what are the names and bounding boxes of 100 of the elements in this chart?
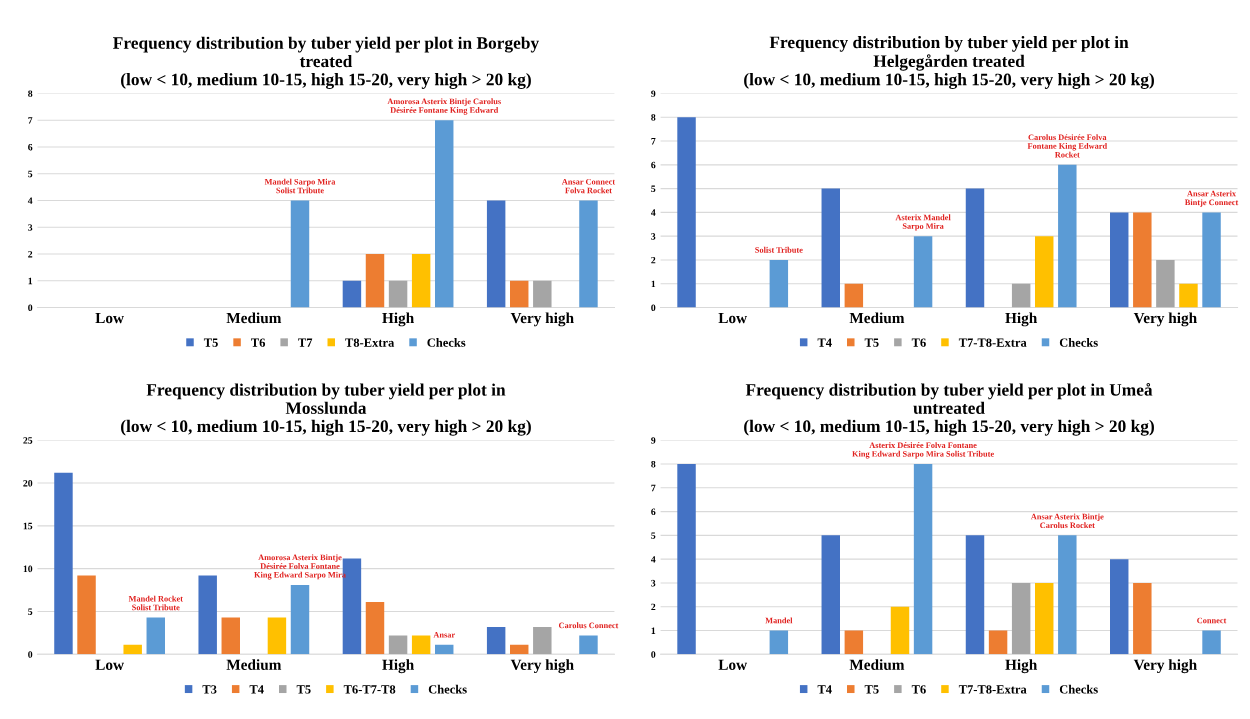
legend-label: T5 bbox=[203, 338, 218, 347]
bar bbox=[435, 644, 454, 655]
bar bbox=[1156, 259, 1175, 308]
x-tick-label: High bbox=[382, 659, 414, 674]
bar bbox=[890, 606, 910, 655]
annotation: Ansar Asterix Bintje Carolus Rocket bbox=[1030, 513, 1104, 529]
bar bbox=[821, 535, 840, 655]
bar bbox=[1011, 582, 1031, 655]
bar bbox=[769, 630, 789, 655]
chart-title: Frequency distribution by tuber yield per plot in Borgeby treated (low < 10, medium 10-15, high 15-20, very high > 20 kg) bbox=[113, 36, 539, 89]
y-tick-label: 7 bbox=[651, 138, 656, 145]
bar bbox=[486, 626, 506, 655]
bar bbox=[533, 626, 552, 655]
annotation: Ansar Connect Folva Rocket bbox=[561, 178, 616, 194]
y-tick-label: 6 bbox=[28, 143, 33, 151]
y-tick-label: 5 bbox=[28, 608, 33, 615]
x-tick-label: Very high bbox=[1133, 312, 1197, 327]
chart-title: Frequency distribution by tuber yield per plot in Mosslunda (low < 10, medium 10-15, high 15-20, very high > 20 kg) bbox=[121, 383, 531, 436]
legend-label: T7 bbox=[298, 338, 313, 347]
legend-label: Checks bbox=[427, 338, 466, 347]
x-tick-label: Very high bbox=[510, 659, 574, 674]
bar bbox=[1110, 212, 1129, 308]
y-tick-label: 5 bbox=[28, 170, 33, 178]
y-tick-label: 3 bbox=[651, 233, 656, 240]
legend-label: T6 bbox=[911, 685, 926, 694]
x-tick-label: High bbox=[1005, 312, 1038, 327]
bar bbox=[1202, 630, 1221, 655]
bar bbox=[435, 120, 454, 308]
bar bbox=[54, 472, 73, 655]
bar bbox=[1035, 236, 1054, 308]
annotation: Mandel Rocket Solist Tribute bbox=[128, 595, 183, 611]
y-tick-label: 2 bbox=[651, 256, 656, 264]
y-tick-label: 0 bbox=[28, 304, 33, 311]
x-tick-label: Very high bbox=[1133, 659, 1197, 674]
legend-label: T4 bbox=[249, 685, 264, 694]
annotation: Asterix Mandel Sarpo Mira bbox=[895, 214, 951, 231]
bar bbox=[267, 617, 287, 655]
legend-label: T6 bbox=[911, 338, 926, 347]
y-tick-label: 10 bbox=[23, 565, 33, 573]
y-tick-label: 1 bbox=[651, 280, 656, 288]
y-tick-label: 9 bbox=[651, 90, 656, 97]
y-tick-label: 3 bbox=[651, 579, 656, 587]
x-tick-label: High bbox=[382, 312, 414, 327]
legend-label: T5 bbox=[296, 685, 311, 694]
y-tick-label: 6 bbox=[651, 161, 656, 169]
chart-title: Frequency distribution by tuber yield per plot in Umeå untreated (low < 10, medium 10-15, high 15-20, very high > 20 kg) bbox=[744, 382, 1154, 436]
bar bbox=[677, 117, 696, 308]
bar bbox=[913, 236, 933, 308]
x-tick-label: Low bbox=[718, 312, 748, 324]
annotation: Ansar bbox=[433, 632, 455, 638]
bar bbox=[1179, 283, 1198, 308]
bar bbox=[388, 635, 408, 655]
legend-label: T5 bbox=[864, 685, 879, 694]
legend-label: Checks bbox=[428, 684, 467, 694]
y-tick-label: 20 bbox=[23, 479, 33, 487]
bar bbox=[1011, 283, 1031, 308]
bar bbox=[365, 254, 385, 308]
bar bbox=[77, 575, 96, 655]
y-tick-label: 8 bbox=[651, 460, 656, 468]
y-tick-label: 15 bbox=[23, 522, 33, 530]
bar bbox=[486, 200, 506, 308]
bar bbox=[388, 280, 408, 308]
bar bbox=[123, 644, 142, 655]
y-tick-label: 9 bbox=[651, 437, 656, 444]
annotation: Mandel bbox=[765, 617, 793, 624]
bar bbox=[1058, 535, 1077, 655]
y-tick-label: 0 bbox=[651, 304, 656, 311]
bar bbox=[988, 630, 1008, 655]
annotation: Asterix Désirée Folva Fontane King Edward Sarpo Mira Solist Tribute bbox=[852, 442, 994, 459]
bar bbox=[1058, 164, 1077, 308]
y-tick-label: 5 bbox=[651, 185, 656, 193]
legend-label: Checks bbox=[1059, 684, 1098, 694]
y-tick-label: 2 bbox=[28, 250, 33, 258]
y-tick-label: 4 bbox=[27, 197, 33, 204]
annotation: Connect bbox=[1197, 617, 1227, 624]
annotation: Solist Tribute bbox=[755, 246, 803, 253]
bar bbox=[821, 188, 840, 308]
y-tick-label: 4 bbox=[650, 209, 656, 216]
x-tick-label: Medium bbox=[849, 659, 905, 670]
annotation: Ansar Asterix Bintje Connect bbox=[1184, 190, 1239, 207]
y-tick-label: 6 bbox=[651, 508, 656, 516]
y-tick-label: 4 bbox=[650, 556, 656, 563]
y-tick-label: 8 bbox=[651, 114, 656, 121]
y-tick-label: 7 bbox=[651, 484, 656, 492]
legend-label: T5 bbox=[864, 338, 879, 347]
bar bbox=[1110, 559, 1129, 655]
legend-label: T7-T8-Extra bbox=[958, 685, 1027, 694]
bar bbox=[844, 630, 864, 655]
bar bbox=[769, 259, 789, 308]
bar bbox=[1133, 212, 1152, 308]
bar bbox=[510, 280, 529, 308]
legend-label: T6-T7-T8 bbox=[343, 685, 396, 694]
x-tick-label: Low bbox=[95, 659, 124, 670]
bar bbox=[411, 254, 431, 308]
annotation: Amorosa Asterix Bintje Carolus Désirée Fontane King Edward bbox=[387, 98, 501, 115]
bar bbox=[290, 584, 310, 655]
bar bbox=[1133, 582, 1152, 655]
legend-label: Checks bbox=[1059, 338, 1098, 347]
bar bbox=[290, 200, 310, 308]
bar bbox=[965, 188, 985, 308]
